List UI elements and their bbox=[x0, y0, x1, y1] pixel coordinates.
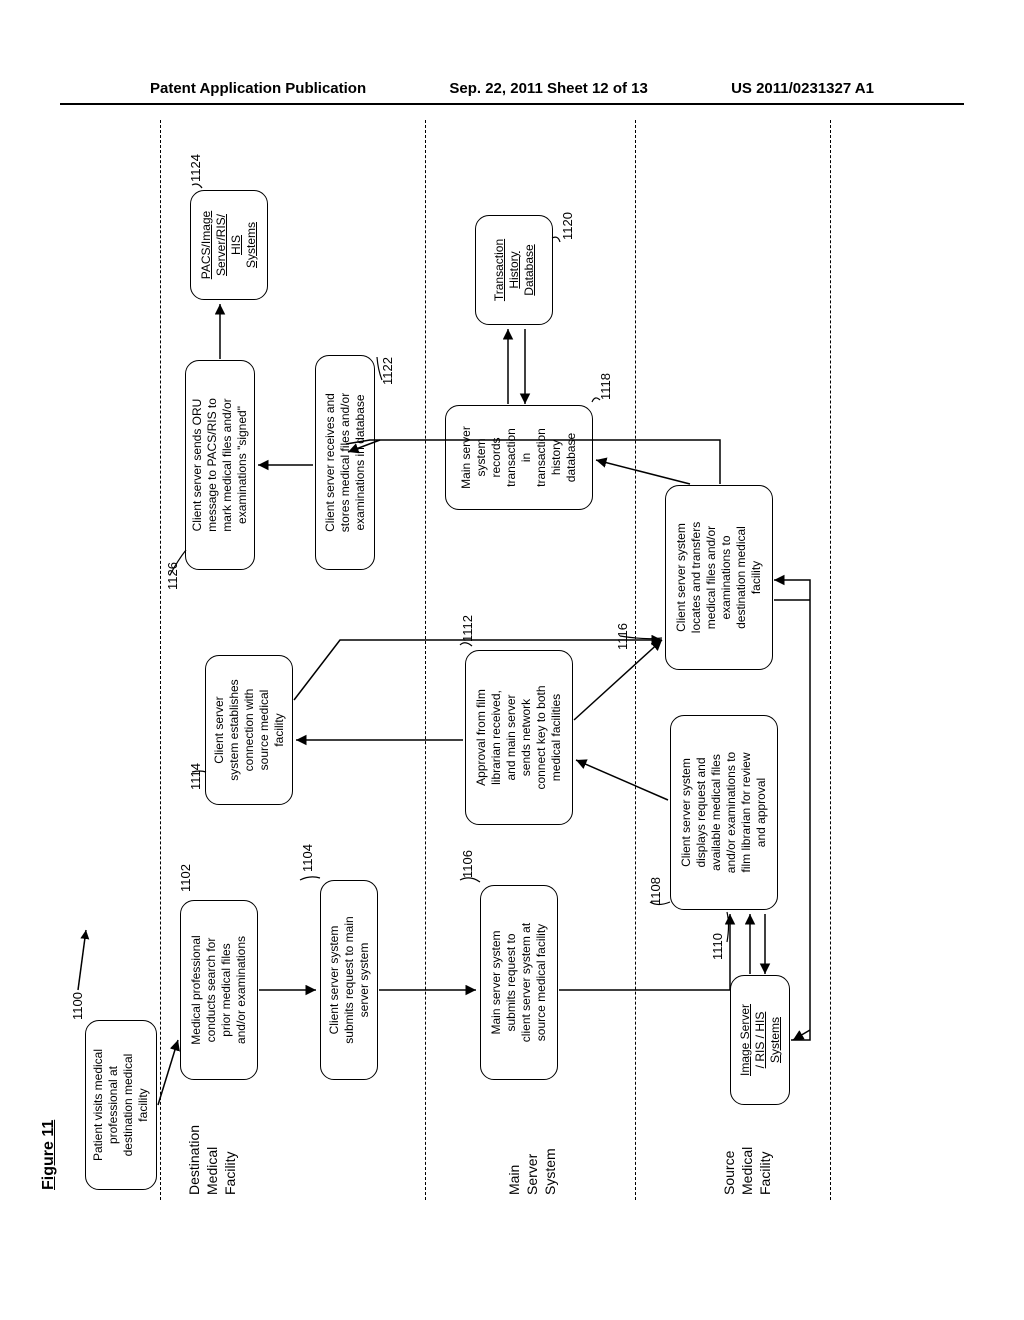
header-center: Sep. 22, 2011 Sheet 12 of 13 bbox=[449, 80, 647, 97]
ref-1104: 1104 bbox=[300, 844, 315, 872]
box-patient-visits: Patient visits medical professional at d… bbox=[85, 1020, 157, 1190]
box-main-submit-source: Main server system submits request to cl… bbox=[480, 885, 558, 1080]
ref-1110: 1110 bbox=[710, 933, 725, 960]
ref-1108: 1108 bbox=[648, 877, 663, 905]
text-b7: Client server system locates and transfe… bbox=[674, 522, 764, 633]
text-b9: Image Server / RIS / HIS Systems bbox=[738, 1004, 783, 1076]
text-b14: Transaction History Database bbox=[492, 239, 537, 301]
text-b11: Client server receives and stores medica… bbox=[323, 393, 368, 532]
page-header: Patent Application Publication Sep. 22, … bbox=[60, 80, 964, 105]
text-b13: PACS/Image Server/RIS/ HIS Systems bbox=[199, 211, 259, 279]
text-b4: Main server system submits request to cl… bbox=[489, 923, 549, 1042]
ref-1120: 1120 bbox=[560, 212, 575, 240]
text-b2: Medical professional conducts search for… bbox=[189, 935, 249, 1044]
main-ref-arrow bbox=[72, 920, 92, 990]
box-oru: Client server sends ORU message to PACS/… bbox=[185, 360, 255, 570]
dash-line-3 bbox=[635, 120, 636, 1200]
text-b3: Client server system submits request to … bbox=[327, 916, 372, 1043]
lane-source-label: Source Medical Facility bbox=[720, 1147, 775, 1195]
text-b12: Main server system records transaction i… bbox=[459, 426, 579, 489]
box-submit-main: Client server system submits request to … bbox=[320, 880, 378, 1080]
text-b10: Client server sends ORU message to PACS/… bbox=[190, 398, 250, 532]
box-search: Medical professional conducts search for… bbox=[180, 900, 258, 1080]
ref-1106: 1106 bbox=[460, 850, 475, 878]
ref-1114: 1114 bbox=[188, 763, 203, 790]
ref-1112: 1112 bbox=[460, 615, 475, 642]
figure-title: Figure 11 bbox=[40, 1120, 58, 1190]
dash-line-2 bbox=[425, 120, 426, 1200]
lane-dest-label: Destination Medical Facility bbox=[185, 1125, 240, 1195]
ref-1126: 1126 bbox=[165, 562, 180, 590]
ref-1122: 1122 bbox=[380, 357, 395, 385]
diagram: Figure 11 1100 Patient visits medical pr… bbox=[30, 120, 850, 1200]
box-record-trans: Main server system records transaction i… bbox=[445, 405, 593, 510]
ref-1116: 1116 bbox=[615, 623, 630, 650]
box-display-req: Client server system displays request an… bbox=[670, 715, 778, 910]
box-establish-conn: Client server system establishes connect… bbox=[205, 655, 293, 805]
box-approval: Approval from film librarian received, a… bbox=[465, 650, 573, 825]
header-left: Patent Application Publication bbox=[150, 80, 366, 97]
text-b5: Client server system establishes connect… bbox=[212, 679, 287, 780]
box-pacs: PACS/Image Server/RIS/ HIS Systems bbox=[190, 190, 268, 300]
box-trans-db: Transaction History Database bbox=[475, 215, 553, 325]
ref-1118: 1118 bbox=[598, 373, 613, 400]
ref-main: 1100 bbox=[70, 992, 85, 1020]
header-right: US 2011/0231327 A1 bbox=[731, 80, 874, 97]
text-b8: Client server system displays request an… bbox=[679, 752, 769, 873]
lane-main-label: Main Server System bbox=[505, 1148, 560, 1195]
ref-1102: 1102 bbox=[178, 864, 193, 892]
text-b6: Approval from film librarian received, a… bbox=[474, 685, 564, 789]
ref-1124: 1124 bbox=[188, 154, 203, 182]
diagram-rotated-container: Figure 11 1100 Patient visits medical pr… bbox=[60, 230, 990, 1100]
box-locate-transfer: Client server system locates and transfe… bbox=[665, 485, 773, 670]
dash-line-4 bbox=[830, 120, 831, 1200]
box-receive-store: Client server receives and stores medica… bbox=[315, 355, 375, 570]
text-b1: Patient visits medical professional at d… bbox=[91, 1049, 151, 1161]
box-image-server: Image Server / RIS / HIS Systems bbox=[730, 975, 790, 1105]
dash-line-1 bbox=[160, 120, 161, 1200]
